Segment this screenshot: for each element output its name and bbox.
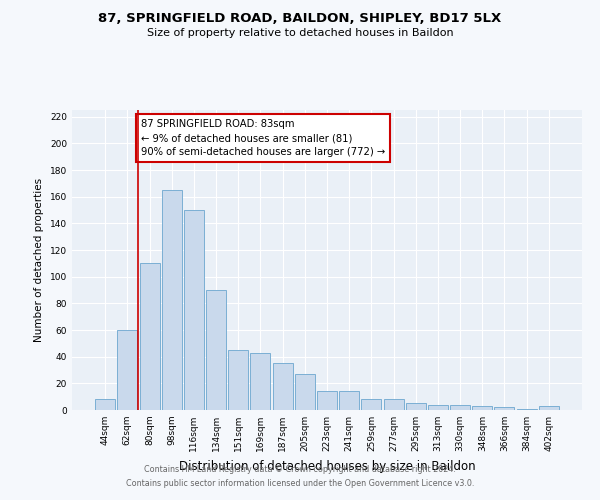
Bar: [295, 374, 315, 410]
X-axis label: Distribution of detached houses by size in Baildon: Distribution of detached houses by size …: [179, 460, 475, 472]
Bar: [228, 350, 248, 410]
Y-axis label: Number of detached properties: Number of detached properties: [34, 178, 44, 342]
Bar: [428, 404, 448, 410]
Bar: [539, 406, 559, 410]
Bar: [472, 406, 492, 410]
Bar: [162, 190, 182, 410]
Bar: [95, 400, 115, 410]
Bar: [450, 404, 470, 410]
Bar: [339, 392, 359, 410]
Bar: [140, 264, 160, 410]
Bar: [517, 408, 536, 410]
Text: 87 SPRINGFIELD ROAD: 83sqm
← 9% of detached houses are smaller (81)
90% of semi-: 87 SPRINGFIELD ROAD: 83sqm ← 9% of detac…: [140, 120, 385, 158]
Bar: [494, 408, 514, 410]
Bar: [383, 400, 404, 410]
Text: Contains HM Land Registry data © Crown copyright and database right 2024.
Contai: Contains HM Land Registry data © Crown c…: [126, 466, 474, 487]
Bar: [184, 210, 204, 410]
Bar: [317, 392, 337, 410]
Text: 87, SPRINGFIELD ROAD, BAILDON, SHIPLEY, BD17 5LX: 87, SPRINGFIELD ROAD, BAILDON, SHIPLEY, …: [98, 12, 502, 26]
Bar: [118, 330, 137, 410]
Text: Size of property relative to detached houses in Baildon: Size of property relative to detached ho…: [146, 28, 454, 38]
Bar: [206, 290, 226, 410]
Bar: [272, 364, 293, 410]
Bar: [250, 352, 271, 410]
Bar: [361, 400, 382, 410]
Bar: [406, 404, 426, 410]
